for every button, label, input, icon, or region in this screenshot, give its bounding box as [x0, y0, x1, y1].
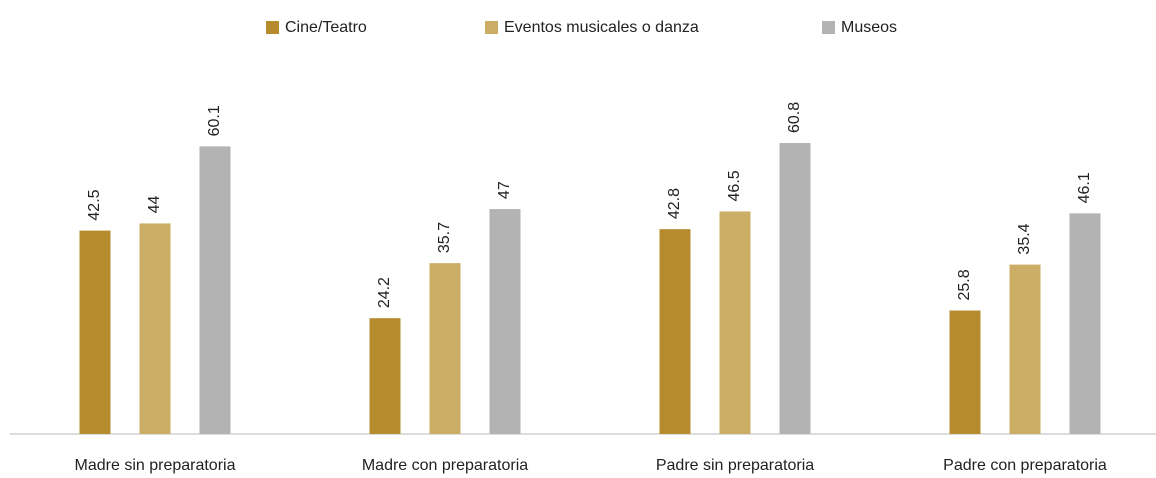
value-label: 60.1 — [206, 105, 223, 136]
x-tick-label: Madre sin preparatoria — [75, 457, 236, 474]
value-label: 24.2 — [376, 277, 393, 308]
value-label: 35.4 — [1016, 223, 1033, 254]
bar — [79, 230, 111, 434]
x-tick-label: Padre con preparatoria — [943, 457, 1107, 474]
bar — [719, 211, 751, 434]
value-label: 25.8 — [956, 269, 973, 300]
bar — [659, 229, 691, 434]
value-label: 35.7 — [436, 222, 453, 253]
x-tick-label: Madre con preparatoria — [362, 457, 528, 474]
bar — [369, 318, 401, 434]
legend-label: Cine/Teatro — [285, 19, 367, 36]
bar — [199, 146, 231, 434]
value-label: 44 — [146, 196, 163, 214]
bar — [429, 263, 461, 434]
value-label: 42.5 — [86, 189, 103, 220]
legend-swatch — [266, 21, 279, 34]
value-label: 47 — [496, 181, 513, 199]
bar — [139, 223, 171, 434]
value-label: 46.1 — [1076, 172, 1093, 203]
bar — [1009, 264, 1041, 434]
bar — [489, 209, 521, 434]
legend-label: Museos — [841, 19, 897, 36]
bar — [949, 310, 981, 434]
bar — [779, 143, 811, 434]
value-label: 46.5 — [726, 170, 743, 201]
x-tick-label: Padre sin preparatoria — [656, 457, 814, 474]
value-label: 60.8 — [786, 102, 803, 133]
value-label: 42.8 — [666, 188, 683, 219]
legend-label: Eventos musicales o danza — [504, 19, 699, 36]
legend-swatch — [485, 21, 498, 34]
legend-swatch — [822, 21, 835, 34]
bar — [1069, 213, 1101, 434]
